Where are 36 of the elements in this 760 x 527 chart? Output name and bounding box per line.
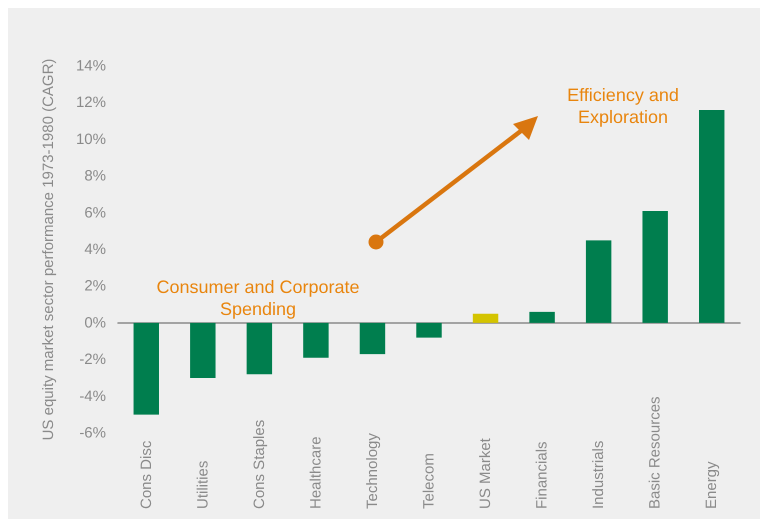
x-tick-label: Industrials — [590, 440, 608, 509]
y-tick-label: -2% — [79, 351, 106, 368]
y-tick-label: 4% — [84, 241, 106, 258]
x-tick-label: Utilities — [194, 460, 212, 509]
x-tick-label: Basic Resources — [646, 396, 664, 509]
x-tick-label: Cons Disc — [138, 440, 155, 509]
bar — [472, 314, 498, 323]
x-tick-label: Cons Staples — [250, 420, 268, 509]
y-tick-label: 0% — [84, 314, 106, 332]
x-tick-label: Technology — [364, 432, 381, 509]
bar — [529, 312, 555, 323]
y-tick-label: 2% — [84, 278, 106, 295]
bar — [246, 322, 272, 374]
x-tick-label: Healthcare — [307, 436, 324, 509]
bar — [360, 322, 386, 354]
x-tick-label: US Market — [477, 437, 494, 509]
bar — [416, 322, 442, 338]
bar — [303, 322, 329, 358]
x-tick-label: Energy — [703, 460, 720, 509]
bar — [642, 210, 668, 323]
bar — [699, 110, 724, 323]
y-tick-label: 6% — [84, 204, 106, 222]
y-tick-label: -4% — [79, 388, 106, 405]
y-tick-label: 10% — [76, 130, 106, 148]
y-tick-label: -6% — [79, 424, 106, 442]
x-tick-label: Financials — [534, 441, 551, 509]
x-tick-label: Telecom — [420, 453, 438, 509]
y-tick-label: 12% — [76, 94, 106, 112]
y-tick-label: 8% — [84, 168, 106, 185]
annotation: Consumer and Corporate Spending — [156, 277, 360, 319]
annotation: Efficiency and Exploration — [567, 85, 679, 127]
y-axis-title: US equity market sector performance 1973-1980 (CAGR) — [40, 58, 57, 440]
bar — [190, 322, 216, 378]
bar — [134, 322, 159, 415]
y-tick-label: 14% — [76, 58, 106, 74]
bar — [586, 240, 612, 323]
